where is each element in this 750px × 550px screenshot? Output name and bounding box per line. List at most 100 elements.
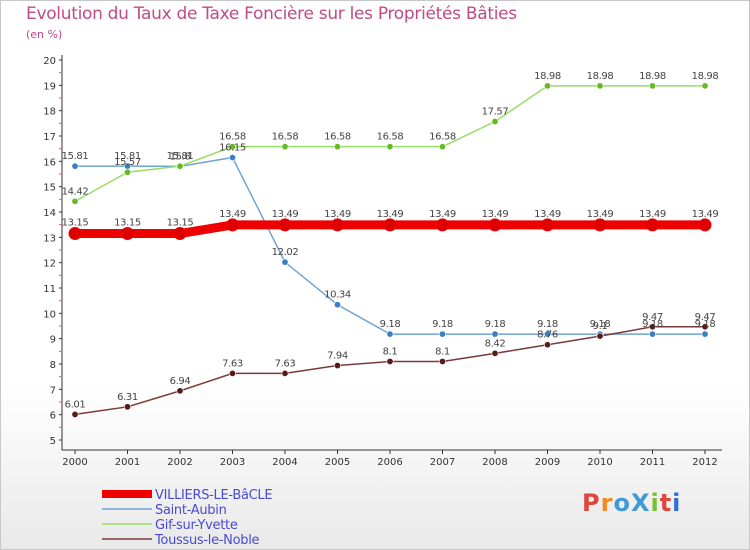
proxiti-logo: ProXiti: [582, 489, 681, 517]
series-line-3: [74, 326, 706, 416]
chart-series-points: [68, 82, 712, 418]
data-label: 13.49: [482, 209, 509, 220]
data-point: [541, 218, 554, 232]
data-point: [596, 82, 604, 90]
data-point: [488, 218, 502, 232]
data-label: 14.42: [62, 186, 89, 197]
data-point: [491, 349, 499, 357]
data-label: 8.1: [383, 346, 398, 357]
y-tick-label: 16: [43, 157, 56, 168]
data-point: [491, 118, 499, 126]
data-point: [121, 227, 134, 241]
data-label: 9.18: [432, 319, 453, 330]
x-tick-label: 2001: [115, 457, 140, 468]
data-label: 8.76: [537, 330, 558, 341]
data-label: 9.1: [593, 321, 608, 332]
data-label: 7.94: [327, 351, 348, 362]
data-label: 9.18: [642, 319, 663, 330]
x-tick-label: 2010: [587, 457, 612, 468]
data-point: [124, 403, 132, 411]
data-label: 13.15: [167, 218, 194, 229]
data-point: [438, 143, 446, 151]
chart-title: Evolution du Taux de Taxe Foncière sur l…: [26, 4, 517, 24]
data-point: [226, 218, 239, 232]
chart-legend: VILLIERS-LE-BâCLESaint-AubinGif-sur-Yvet…: [102, 488, 273, 548]
data-point: [229, 143, 237, 151]
y-tick-label: 15: [43, 183, 56, 194]
chart-subtitle: (en %): [26, 28, 63, 41]
y-tick-label: 17: [43, 132, 56, 143]
x-tick-label: 2008: [482, 457, 507, 468]
data-label: 15.81: [167, 151, 194, 162]
data-point: [648, 82, 656, 90]
data-label: 13.49: [639, 209, 666, 220]
series-line-1: [74, 156, 706, 335]
data-point: [436, 218, 449, 232]
data-point: [331, 218, 344, 232]
y-tick-label: 6: [50, 411, 56, 422]
data-point: [71, 410, 79, 418]
data-label: 13.49: [272, 209, 299, 220]
data-label: 15.81: [62, 151, 89, 162]
data-label: 9.18: [485, 319, 506, 330]
data-label: 7.63: [222, 358, 243, 369]
data-label: 13.49: [534, 209, 561, 220]
data-point: [383, 218, 397, 232]
x-tick-label: 2007: [430, 457, 455, 468]
y-tick-label: 14: [43, 208, 56, 219]
data-label: 16.58: [219, 132, 246, 143]
logo-letter: o: [613, 489, 631, 517]
data-point: [648, 323, 656, 331]
y-tick-label: 13: [43, 233, 56, 244]
y-tick-label: 9: [50, 335, 56, 346]
y-tick-label: 12: [43, 259, 56, 270]
data-point: [333, 143, 341, 151]
logo-letter: X: [630, 489, 651, 517]
data-label: 13.49: [692, 209, 719, 220]
data-point: [176, 387, 184, 395]
data-label: 16.58: [272, 132, 299, 143]
data-point: [333, 301, 341, 309]
x-tick-label: 2005: [325, 457, 350, 468]
chart-axes: 5 6 7 8 9 10 11 12 13 14 15 16 17 18 19 20 2000 2001 2002 2…: [43, 55, 722, 468]
data-point: [491, 330, 499, 338]
data-label: 9.47: [695, 312, 716, 323]
data-label: 6.31: [117, 392, 138, 403]
data-point: [333, 362, 341, 370]
data-label: 8.42: [485, 338, 506, 349]
data-label: 13.15: [114, 218, 141, 229]
data-label: 16.58: [429, 132, 456, 143]
data-label: 13.49: [324, 209, 351, 220]
data-label: 6.94: [170, 376, 191, 387]
data-label: 8.1: [435, 346, 450, 357]
data-point: [646, 218, 659, 232]
data-label: 9.18: [695, 319, 716, 330]
legend-label-1: Saint-Aubin: [155, 503, 227, 518]
data-point: [173, 227, 187, 241]
data-label: 15.8: [170, 151, 191, 162]
y-tick-label: 19: [43, 81, 56, 92]
x-tick-label: 2003: [220, 457, 245, 468]
y-tick-label: 18: [43, 107, 56, 118]
data-point: [386, 143, 394, 151]
data-label: 9.18: [380, 319, 401, 330]
data-point: [701, 323, 709, 331]
y-tick-label: 10: [43, 309, 56, 320]
data-label: 16.58: [324, 132, 351, 143]
data-point: [229, 154, 237, 162]
data-label: 17.57: [482, 107, 509, 118]
data-point: [71, 197, 79, 205]
legend-label-3: Toussus-le-Noble: [154, 533, 260, 548]
x-tick-label: 2002: [167, 457, 192, 468]
data-label: 13.15: [62, 218, 89, 229]
x-tick-label: 2009: [535, 457, 560, 468]
y-tick-label: 7: [50, 385, 56, 396]
data-point: [386, 330, 394, 338]
y-tick-label: 20: [43, 56, 56, 67]
data-label: 9.18: [537, 319, 558, 330]
logo-letter: P: [582, 489, 601, 517]
data-label: 13.49: [429, 209, 456, 220]
